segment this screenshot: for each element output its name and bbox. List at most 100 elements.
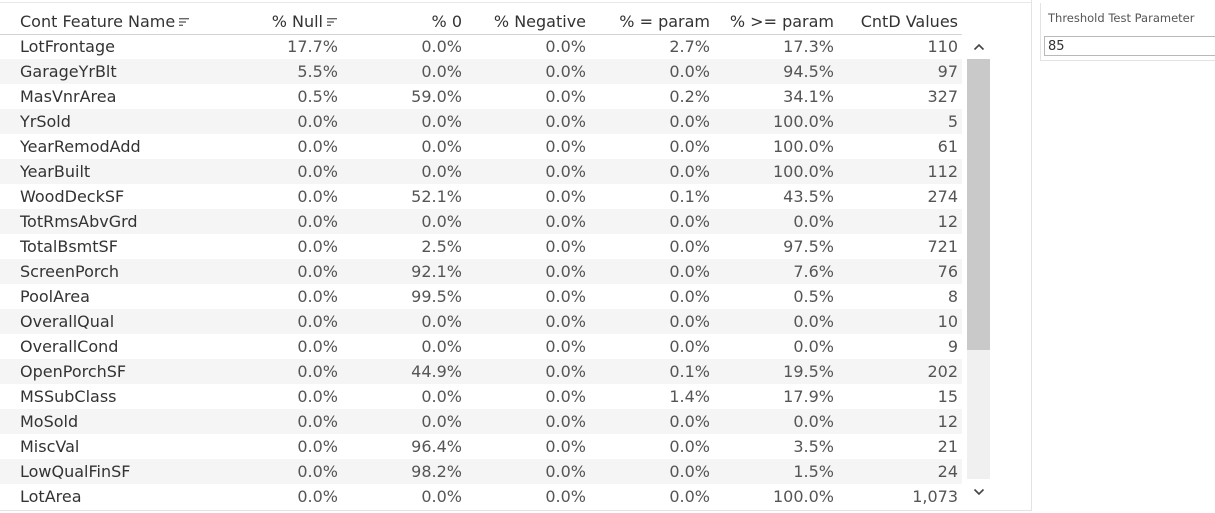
- header-cntd-values-label: CntD Values: [860, 12, 958, 31]
- pct-null-cell: 0.0%: [297, 212, 338, 231]
- table-row[interactable]: LowQualFinSF 0.0% 98.2% 0.0% 0.0% 1.5% 2…: [0, 459, 962, 484]
- header-cont-feature-name[interactable]: Cont Feature Name: [20, 12, 190, 32]
- table-row[interactable]: WoodDeckSF 0.0% 52.1% 0.0% 0.1% 43.5% 27…: [0, 184, 962, 209]
- header-pct-eq-param[interactable]: % = param: [600, 12, 710, 32]
- header-pct-negative[interactable]: % Negative: [470, 12, 586, 32]
- cntd-values-cell: 12: [937, 412, 958, 431]
- pct-null-cell: 0.0%: [297, 412, 338, 431]
- cntd-values-cell: 8: [947, 287, 958, 306]
- pct-negative-cell: 0.0%: [545, 337, 586, 356]
- feature-name-cell: YearRemodAdd: [20, 137, 141, 156]
- table-row[interactable]: TotalBsmtSF 0.0% 2.5% 0.0% 0.0% 97.5% 72…: [0, 234, 962, 259]
- header-cntd-values[interactable]: CntD Values: [840, 12, 958, 32]
- pct-negative-cell: 0.0%: [545, 437, 586, 456]
- feature-name-cell: YrSold: [20, 112, 71, 131]
- pct-zero-cell: 0.0%: [421, 37, 462, 56]
- table-row[interactable]: YearBuilt 0.0% 0.0% 0.0% 0.0% 100.0% 112: [0, 159, 962, 184]
- pct-negative-cell: 0.0%: [545, 287, 586, 306]
- pct-eq-param-cell: 0.0%: [669, 462, 710, 481]
- feature-name-cell: MasVnrArea: [20, 87, 117, 106]
- crosstab-view: Cont Feature Name % Null % 0 % Negative …: [0, 0, 1032, 511]
- table-row[interactable]: PoolArea 0.0% 99.5% 0.0% 0.0% 0.5% 8: [0, 284, 962, 309]
- pct-zero-cell: 0.0%: [421, 412, 462, 431]
- pct-ge-param-cell: 0.0%: [793, 312, 834, 331]
- threshold-parameter-input[interactable]: [1044, 36, 1215, 56]
- pct-negative-cell: 0.0%: [545, 212, 586, 231]
- pct-eq-param-cell: 1.4%: [669, 387, 710, 406]
- chevron-down-icon: [973, 488, 984, 496]
- pct-null-cell: 0.0%: [297, 462, 338, 481]
- table-row[interactable]: GarageYrBlt 5.5% 0.0% 0.0% 0.0% 94.5% 97: [0, 59, 962, 84]
- pct-negative-cell: 0.0%: [545, 37, 586, 56]
- sort-descending-icon[interactable]: [326, 16, 338, 28]
- pct-null-cell: 0.0%: [297, 237, 338, 256]
- pct-ge-param-cell: 100.0%: [772, 162, 834, 181]
- pct-zero-cell: 98.2%: [411, 462, 462, 481]
- feature-name-cell: MoSold: [20, 412, 79, 431]
- scroll-down-button[interactable]: [967, 481, 990, 503]
- header-pct-null-label: % Null: [271, 12, 323, 31]
- pct-ge-param-cell: 94.5%: [783, 62, 834, 81]
- pct-ge-param-cell: 100.0%: [772, 112, 834, 131]
- pct-null-cell: 17.7%: [287, 37, 338, 56]
- table-row[interactable]: LotArea 0.0% 0.0% 0.0% 0.0% 100.0% 1,073: [0, 484, 962, 509]
- pct-ge-param-cell: 17.3%: [783, 37, 834, 56]
- sort-descending-icon[interactable]: [178, 16, 190, 28]
- pct-eq-param-cell: 0.2%: [669, 87, 710, 106]
- feature-name-cell: ScreenPorch: [20, 262, 120, 281]
- cntd-values-cell: 24: [937, 462, 958, 481]
- header-pct-zero[interactable]: % 0: [360, 12, 462, 32]
- table-row[interactable]: MasVnrArea 0.5% 59.0% 0.0% 0.2% 34.1% 32…: [0, 84, 962, 109]
- header-pct-null[interactable]: % Null: [250, 12, 338, 32]
- table-row[interactable]: LotFrontage 17.7% 0.0% 0.0% 2.7% 17.3% 1…: [0, 34, 962, 59]
- table-row[interactable]: MiscVal 0.0% 96.4% 0.0% 0.0% 3.5% 21: [0, 434, 962, 459]
- pct-zero-cell: 0.0%: [421, 62, 462, 81]
- pct-eq-param-cell: 0.0%: [669, 487, 710, 506]
- pct-negative-cell: 0.0%: [545, 262, 586, 281]
- pct-eq-param-cell: 0.0%: [669, 237, 710, 256]
- header-pct-eq-param-label: % = param: [619, 12, 710, 31]
- table-row[interactable]: ScreenPorch 0.0% 92.1% 0.0% 0.0% 7.6% 76: [0, 259, 962, 284]
- cntd-values-cell: 97: [937, 62, 958, 81]
- vertical-scrollbar[interactable]: [967, 34, 990, 505]
- header-cont-feature-name-label: Cont Feature Name: [20, 12, 176, 31]
- feature-name-cell: OverallQual: [20, 312, 115, 331]
- pct-negative-cell: 0.0%: [545, 87, 586, 106]
- pct-ge-param-cell: 0.0%: [793, 337, 834, 356]
- table-row[interactable]: MSSubClass 0.0% 0.0% 0.0% 1.4% 17.9% 15: [0, 384, 962, 409]
- scroll-up-button[interactable]: [967, 36, 990, 58]
- pct-zero-cell: 0.0%: [421, 137, 462, 156]
- pct-zero-cell: 0.0%: [421, 212, 462, 231]
- cntd-values-cell: 61: [937, 137, 958, 156]
- cntd-values-cell: 112: [927, 162, 958, 181]
- cntd-values-cell: 9: [947, 337, 958, 356]
- pct-ge-param-cell: 3.5%: [793, 437, 834, 456]
- pct-eq-param-cell: 0.1%: [669, 362, 710, 381]
- table-row[interactable]: MoSold 0.0% 0.0% 0.0% 0.0% 0.0% 12: [0, 409, 962, 434]
- cntd-values-cell: 15: [937, 387, 958, 406]
- feature-name-cell: LowQualFinSF: [20, 462, 131, 481]
- pct-eq-param-cell: 0.0%: [669, 162, 710, 181]
- table-row[interactable]: YearRemodAdd 0.0% 0.0% 0.0% 0.0% 100.0% …: [0, 134, 962, 159]
- header-pct-ge-param[interactable]: % >= param: [720, 12, 834, 32]
- parameter-title: Threshold Test Parameter: [1048, 11, 1195, 25]
- table-row[interactable]: YrSold 0.0% 0.0% 0.0% 0.0% 100.0% 5: [0, 109, 962, 134]
- scroll-thumb[interactable]: [967, 59, 990, 350]
- feature-name-cell: MSSubClass: [20, 387, 117, 406]
- pct-zero-cell: 0.0%: [421, 312, 462, 331]
- table-row[interactable]: TotRmsAbvGrd 0.0% 0.0% 0.0% 0.0% 0.0% 12: [0, 209, 962, 234]
- pct-null-cell: 0.0%: [297, 187, 338, 206]
- pct-ge-param-cell: 1.5%: [793, 462, 834, 481]
- table-row[interactable]: OverallCond 0.0% 0.0% 0.0% 0.0% 0.0% 9: [0, 334, 962, 359]
- pct-null-cell: 0.0%: [297, 387, 338, 406]
- pct-null-cell: 0.0%: [297, 112, 338, 131]
- pct-null-cell: 0.0%: [297, 337, 338, 356]
- table-row[interactable]: OverallQual 0.0% 0.0% 0.0% 0.0% 0.0% 10: [0, 309, 962, 334]
- chevron-up-icon: [973, 43, 984, 51]
- feature-name-cell: LotFrontage: [20, 37, 115, 56]
- table-row[interactable]: OpenPorchSF 0.0% 44.9% 0.0% 0.1% 19.5% 2…: [0, 359, 962, 384]
- header-pct-ge-param-label: % >= param: [729, 12, 834, 31]
- pct-ge-param-cell: 7.6%: [793, 262, 834, 281]
- pct-ge-param-cell: 43.5%: [783, 187, 834, 206]
- pct-ge-param-cell: 19.5%: [783, 362, 834, 381]
